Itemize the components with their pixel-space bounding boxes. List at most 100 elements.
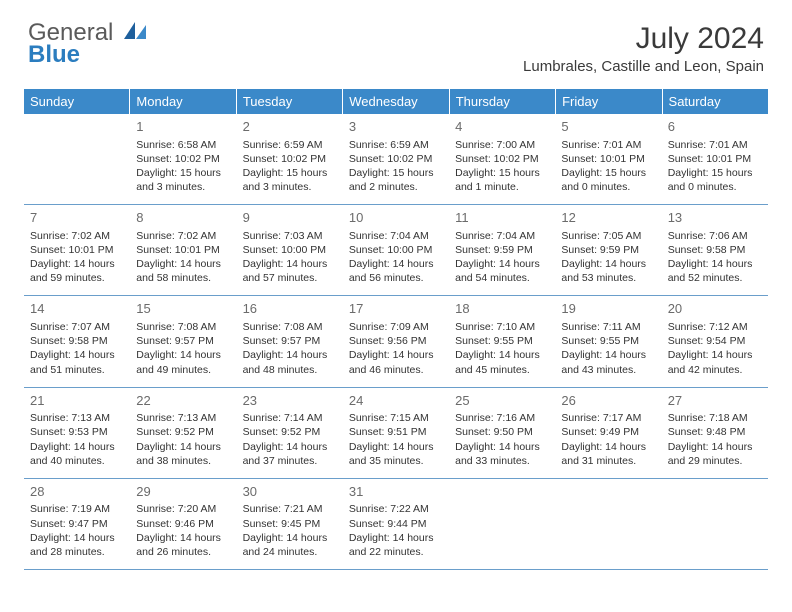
calendar-cell [24, 114, 130, 204]
day-number: 24 [349, 392, 443, 410]
sunset-line: Sunset: 9:45 PM [243, 517, 337, 531]
daylight-line-2: and 59 minutes. [30, 271, 124, 285]
daylight-line-2: and 37 minutes. [243, 454, 337, 468]
sunset-line: Sunset: 9:57 PM [136, 334, 230, 348]
daylight-line-1: Daylight: 14 hours [561, 348, 655, 362]
daylight-line-1: Daylight: 15 hours [561, 166, 655, 180]
daylight-line-1: Daylight: 14 hours [668, 440, 762, 454]
daylight-line-1: Daylight: 15 hours [243, 166, 337, 180]
day-number: 29 [136, 483, 230, 501]
calendar-cell: 21Sunrise: 7:13 AMSunset: 9:53 PMDayligh… [24, 388, 130, 478]
calendar-week: 14Sunrise: 7:07 AMSunset: 9:58 PMDayligh… [24, 296, 768, 387]
sunrise-line: Sunrise: 6:59 AM [243, 138, 337, 152]
day-number: 14 [30, 300, 124, 318]
sunset-line: Sunset: 10:00 PM [243, 243, 337, 257]
daylight-line-1: Daylight: 14 hours [455, 440, 549, 454]
day-number: 30 [243, 483, 337, 501]
sunrise-line: Sunrise: 7:02 AM [30, 229, 124, 243]
daylight-line-2: and 22 minutes. [349, 545, 443, 559]
weekday-header: Wednesday [343, 89, 449, 114]
sunrise-line: Sunrise: 7:05 AM [561, 229, 655, 243]
sunrise-line: Sunrise: 7:02 AM [136, 229, 230, 243]
sunset-line: Sunset: 9:53 PM [30, 425, 124, 439]
sunset-line: Sunset: 9:46 PM [136, 517, 230, 531]
sunrise-line: Sunrise: 7:21 AM [243, 502, 337, 516]
daylight-line-1: Daylight: 14 hours [136, 348, 230, 362]
daylight-line-1: Daylight: 15 hours [668, 166, 762, 180]
daylight-line-2: and 51 minutes. [30, 363, 124, 377]
daylight-line-2: and 2 minutes. [349, 180, 443, 194]
daylight-line-1: Daylight: 14 hours [243, 440, 337, 454]
calendar-body: 1Sunrise: 6:58 AMSunset: 10:02 PMDayligh… [24, 114, 768, 570]
day-number: 6 [668, 118, 762, 136]
sunset-line: Sunset: 9:49 PM [561, 425, 655, 439]
calendar-cell: 22Sunrise: 7:13 AMSunset: 9:52 PMDayligh… [130, 388, 236, 478]
daylight-line-2: and 58 minutes. [136, 271, 230, 285]
sunset-line: Sunset: 9:56 PM [349, 334, 443, 348]
daylight-line-1: Daylight: 15 hours [349, 166, 443, 180]
calendar-cell: 17 Sunrise: 7:09 AMSunset: 9:56 PMDayligh… [343, 296, 449, 386]
sunrise-line: Sunrise: 7:01 AM [561, 138, 655, 152]
day-number: 5 [561, 118, 655, 136]
sunrise-line: Sunrise: 7:22 AM [349, 502, 443, 516]
daylight-line-2: and 35 minutes. [349, 454, 443, 468]
day-number: 28 [30, 483, 124, 501]
daylight-line-2: and 29 minutes. [668, 454, 762, 468]
daylight-line-1: Daylight: 14 hours [349, 348, 443, 362]
daylight-line-1: Daylight: 14 hours [30, 348, 124, 362]
header: General Blue July 2024 Lumbrales, Castil… [0, 0, 792, 81]
sunrise-line: Sunrise: 7:04 AM [349, 229, 443, 243]
daylight-line-1: Daylight: 14 hours [455, 348, 549, 362]
daylight-line-1: Daylight: 14 hours [349, 257, 443, 271]
daylight-line-2: and 24 minutes. [243, 545, 337, 559]
daylight-line-2: and 38 minutes. [136, 454, 230, 468]
daylight-line-1: Daylight: 14 hours [349, 440, 443, 454]
daylight-line-1: Daylight: 14 hours [30, 257, 124, 271]
sunset-line: Sunset: 9:57 PM [243, 334, 337, 348]
calendar: SundayMondayTuesdayWednesdayThursdayFrid… [24, 89, 768, 570]
weekday-header: Tuesday [237, 89, 343, 114]
calendar-week: 21Sunrise: 7:13 AMSunset: 9:53 PMDayligh… [24, 388, 768, 479]
calendar-cell [449, 479, 555, 569]
calendar-cell: 14Sunrise: 7:07 AMSunset: 9:58 PMDayligh… [24, 296, 130, 386]
sunrise-line: Sunrise: 7:13 AM [136, 411, 230, 425]
sunset-line: Sunset: 9:59 PM [561, 243, 655, 257]
sunrise-line: Sunrise: 7:09 AM [349, 320, 443, 334]
daylight-line-2: and 46 minutes. [349, 363, 443, 377]
sunset-line: Sunset: 9:58 PM [30, 334, 124, 348]
day-number: 22 [136, 392, 230, 410]
daylight-line-1: Daylight: 14 hours [561, 257, 655, 271]
sunset-line: Sunset: 10:01 PM [136, 243, 230, 257]
day-number: 31 [349, 483, 443, 501]
day-number: 17 [349, 300, 443, 318]
sunrise-line: Sunrise: 7:00 AM [455, 138, 549, 152]
sunset-line: Sunset: 9:51 PM [349, 425, 443, 439]
sunset-line: Sunset: 9:55 PM [561, 334, 655, 348]
calendar-week: 1Sunrise: 6:58 AMSunset: 10:02 PMDayligh… [24, 114, 768, 205]
sunrise-line: Sunrise: 7:19 AM [30, 502, 124, 516]
calendar-cell [662, 479, 768, 569]
calendar-cell: 13Sunrise: 7:06 AMSunset: 9:58 PMDayligh… [662, 205, 768, 295]
daylight-line-2: and 31 minutes. [561, 454, 655, 468]
sunrise-line: Sunrise: 7:15 AM [349, 411, 443, 425]
daylight-line-2: and 53 minutes. [561, 271, 655, 285]
daylight-line-1: Daylight: 14 hours [561, 440, 655, 454]
calendar-cell: 30Sunrise: 7:21 AMSunset: 9:45 PMDayligh… [237, 479, 343, 569]
day-number: 2 [243, 118, 337, 136]
daylight-line-1: Daylight: 14 hours [243, 257, 337, 271]
daylight-line-2: and 56 minutes. [349, 271, 443, 285]
sunset-line: Sunset: 9:52 PM [243, 425, 337, 439]
calendar-cell: 16Sunrise: 7:08 AMSunset: 9:57 PMDayligh… [237, 296, 343, 386]
day-number: 15 [136, 300, 230, 318]
sunset-line: Sunset: 9:59 PM [455, 243, 549, 257]
weekday-header: Thursday [450, 89, 556, 114]
daylight-line-1: Daylight: 15 hours [455, 166, 549, 180]
daylight-line-2: and 52 minutes. [668, 271, 762, 285]
sail-icon [124, 22, 146, 44]
calendar-cell: 8Sunrise: 7:02 AMSunset: 10:01 PMDayligh… [130, 205, 236, 295]
daylight-line-1: Daylight: 14 hours [668, 348, 762, 362]
daylight-line-2: and 0 minutes. [561, 180, 655, 194]
sunset-line: Sunset: 9:44 PM [349, 517, 443, 531]
sunrise-line: Sunrise: 7:03 AM [243, 229, 337, 243]
day-number: 7 [30, 209, 124, 227]
